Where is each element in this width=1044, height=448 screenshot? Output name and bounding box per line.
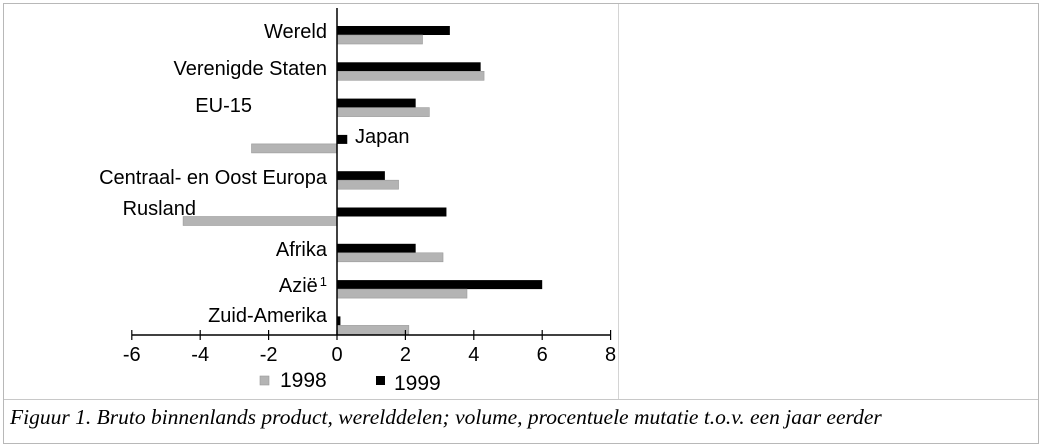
x-tick-label: 4	[468, 344, 479, 366]
x-tick-label: 6	[537, 344, 548, 366]
figure-caption: Figuur 1. Bruto binnenlands product, wer…	[10, 405, 882, 429]
bar-centraal-en-oost-europa-1999	[337, 171, 385, 181]
x-tick-label: -6	[123, 344, 141, 366]
bar-centraal-en-oost-europa-1998	[336, 179, 399, 190]
legend-swatch-1999	[376, 376, 385, 385]
axes	[131, 8, 612, 340]
bar-japan-1999	[337, 134, 348, 144]
bar-verenigde-staten-1998	[336, 71, 485, 81]
category-label: Zuid-Amerika	[208, 305, 328, 327]
bar-zuid-amerika-1999	[337, 316, 341, 326]
x-tick-label: 8	[605, 344, 616, 366]
bar-azi-1999	[337, 280, 543, 290]
bar-azi-1998	[336, 288, 468, 299]
legend-label-1999: 1999	[394, 372, 441, 395]
category-label: Wereld	[264, 21, 327, 43]
x-tick-label: -4	[191, 344, 209, 366]
tick-labels: -6 -4 -2 0 2 4 6 8	[123, 344, 616, 366]
category-labels: Wereld Verenigde Staten EU-15 Japan Centraal…	[99, 21, 409, 327]
category-label: Azië 1	[279, 274, 327, 297]
x-tick-label: -2	[260, 344, 278, 366]
bar-verenigde-staten-1999	[337, 62, 481, 72]
legend-swatch-1998	[259, 375, 270, 386]
category-label: EU-15	[195, 95, 252, 117]
bar-zuid-amerika-1998	[336, 325, 410, 335]
bar-afrika-1999	[337, 243, 416, 253]
legend-label-1998: 1998	[280, 369, 327, 392]
bar-eu-15-1999	[337, 98, 416, 108]
bar-japan-1998	[251, 143, 338, 154]
category-label: Rusland	[123, 198, 196, 220]
bar-afrika-1998	[336, 252, 444, 263]
x-tick-label: 2	[400, 344, 411, 366]
chart-area-divider	[618, 4, 619, 399]
caption-divider	[4, 399, 1038, 400]
bar-rusland-1998	[182, 216, 338, 226]
bar-rusland-1999	[337, 207, 447, 217]
category-label: Japan	[355, 126, 410, 148]
bar-eu-15-1998	[336, 107, 430, 117]
legend: 1998 1999	[259, 369, 441, 395]
gdp-growth-bar-chart: Wereld Verenigde Staten EU-15 Japan Centraal…	[99, 8, 616, 395]
category-label: Afrika	[276, 239, 328, 261]
x-tick-label: 0	[331, 344, 342, 366]
category-label: Verenigde Staten	[174, 58, 327, 80]
footnote-marker: 1	[320, 274, 327, 289]
category-label: Centraal- en Oost Europa	[99, 167, 328, 189]
figure-frame: Wereld Verenigde Staten EU-15 Japan Centraal…	[3, 3, 1039, 444]
bar-wereld-1998	[336, 34, 423, 45]
bar-wereld-1999	[337, 26, 450, 35]
